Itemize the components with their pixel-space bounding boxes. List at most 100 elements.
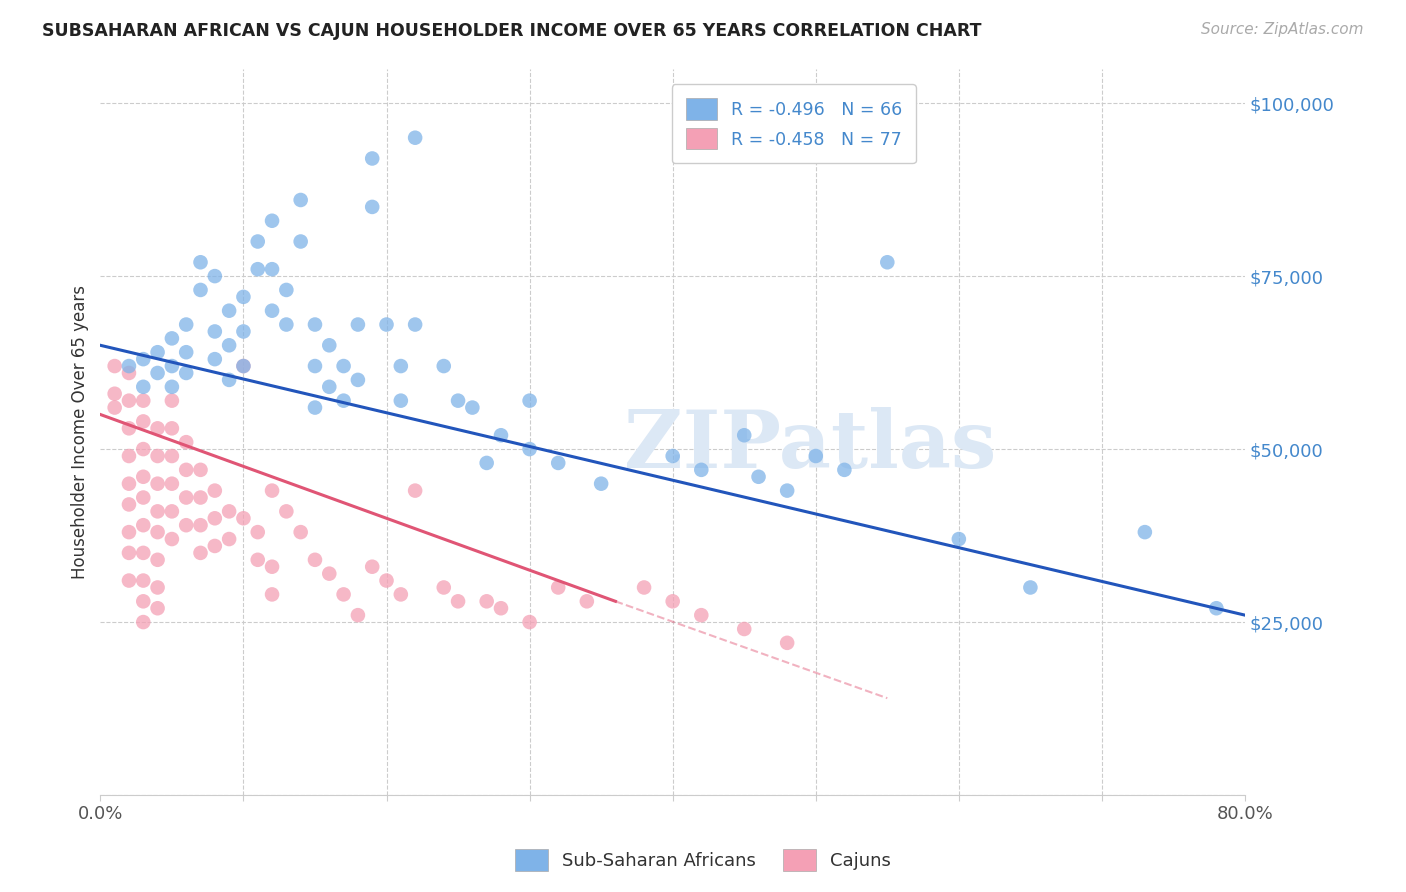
Point bbox=[733, 428, 755, 442]
Point bbox=[160, 421, 183, 435]
Point bbox=[174, 435, 197, 450]
Point bbox=[232, 325, 254, 339]
Point bbox=[690, 608, 713, 623]
Point bbox=[160, 476, 183, 491]
Point bbox=[260, 303, 283, 318]
Point bbox=[132, 546, 155, 560]
Point bbox=[475, 594, 498, 608]
Point bbox=[118, 546, 141, 560]
Point bbox=[433, 581, 456, 595]
Point bbox=[146, 504, 169, 518]
Point bbox=[304, 553, 326, 567]
Point bbox=[218, 373, 240, 387]
Point bbox=[132, 574, 155, 588]
Point bbox=[160, 532, 183, 546]
Point bbox=[246, 525, 269, 540]
Legend: Sub-Saharan Africans, Cajuns: Sub-Saharan Africans, Cajuns bbox=[508, 842, 898, 879]
Point bbox=[318, 566, 340, 581]
Point bbox=[146, 581, 169, 595]
Point bbox=[118, 449, 141, 463]
Point bbox=[174, 366, 197, 380]
Point bbox=[690, 463, 713, 477]
Point bbox=[232, 359, 254, 373]
Point bbox=[347, 608, 370, 623]
Point bbox=[146, 525, 169, 540]
Point bbox=[260, 559, 283, 574]
Point bbox=[1205, 601, 1227, 615]
Point bbox=[389, 393, 412, 408]
Point bbox=[461, 401, 484, 415]
Point bbox=[118, 574, 141, 588]
Point bbox=[447, 393, 470, 408]
Point bbox=[276, 318, 298, 332]
Point bbox=[160, 380, 183, 394]
Point bbox=[160, 449, 183, 463]
Point bbox=[132, 518, 155, 533]
Legend: R = -0.496   N = 66, R = -0.458   N = 77: R = -0.496 N = 66, R = -0.458 N = 77 bbox=[672, 85, 915, 163]
Point bbox=[290, 525, 312, 540]
Point bbox=[776, 636, 799, 650]
Point bbox=[404, 130, 426, 145]
Point bbox=[232, 290, 254, 304]
Point bbox=[834, 463, 856, 477]
Point bbox=[190, 283, 212, 297]
Point bbox=[375, 574, 398, 588]
Point bbox=[332, 393, 354, 408]
Point bbox=[260, 483, 283, 498]
Point bbox=[332, 587, 354, 601]
Point bbox=[876, 255, 898, 269]
Point bbox=[132, 352, 155, 367]
Point bbox=[118, 525, 141, 540]
Point bbox=[591, 476, 613, 491]
Point bbox=[748, 469, 770, 483]
Point bbox=[389, 587, 412, 601]
Point bbox=[519, 393, 541, 408]
Point bbox=[290, 235, 312, 249]
Point bbox=[404, 318, 426, 332]
Point bbox=[218, 338, 240, 352]
Point bbox=[190, 518, 212, 533]
Point bbox=[204, 483, 226, 498]
Point bbox=[246, 262, 269, 277]
Point bbox=[375, 318, 398, 332]
Point bbox=[146, 449, 169, 463]
Point bbox=[204, 352, 226, 367]
Point bbox=[174, 345, 197, 359]
Point bbox=[174, 491, 197, 505]
Point bbox=[246, 235, 269, 249]
Point bbox=[146, 421, 169, 435]
Point bbox=[132, 615, 155, 629]
Point bbox=[361, 200, 384, 214]
Point bbox=[1133, 525, 1156, 540]
Point bbox=[290, 193, 312, 207]
Point bbox=[132, 393, 155, 408]
Point bbox=[661, 449, 683, 463]
Point bbox=[204, 539, 226, 553]
Point bbox=[661, 594, 683, 608]
Text: SUBSAHARAN AFRICAN VS CAJUN HOUSEHOLDER INCOME OVER 65 YEARS CORRELATION CHART: SUBSAHARAN AFRICAN VS CAJUN HOUSEHOLDER … bbox=[42, 22, 981, 40]
Point bbox=[146, 601, 169, 615]
Point bbox=[475, 456, 498, 470]
Point bbox=[190, 463, 212, 477]
Point bbox=[733, 622, 755, 636]
Point bbox=[190, 546, 212, 560]
Point bbox=[547, 456, 569, 470]
Point bbox=[118, 498, 141, 512]
Point bbox=[204, 511, 226, 525]
Point bbox=[519, 442, 541, 456]
Point bbox=[132, 442, 155, 456]
Point bbox=[204, 325, 226, 339]
Point bbox=[519, 615, 541, 629]
Point bbox=[547, 581, 569, 595]
Point bbox=[132, 491, 155, 505]
Point bbox=[104, 359, 127, 373]
Point bbox=[276, 283, 298, 297]
Point bbox=[318, 338, 340, 352]
Point bbox=[118, 359, 141, 373]
Point bbox=[389, 359, 412, 373]
Text: Source: ZipAtlas.com: Source: ZipAtlas.com bbox=[1201, 22, 1364, 37]
Point bbox=[146, 345, 169, 359]
Point bbox=[260, 213, 283, 227]
Point bbox=[304, 318, 326, 332]
Point bbox=[204, 269, 226, 284]
